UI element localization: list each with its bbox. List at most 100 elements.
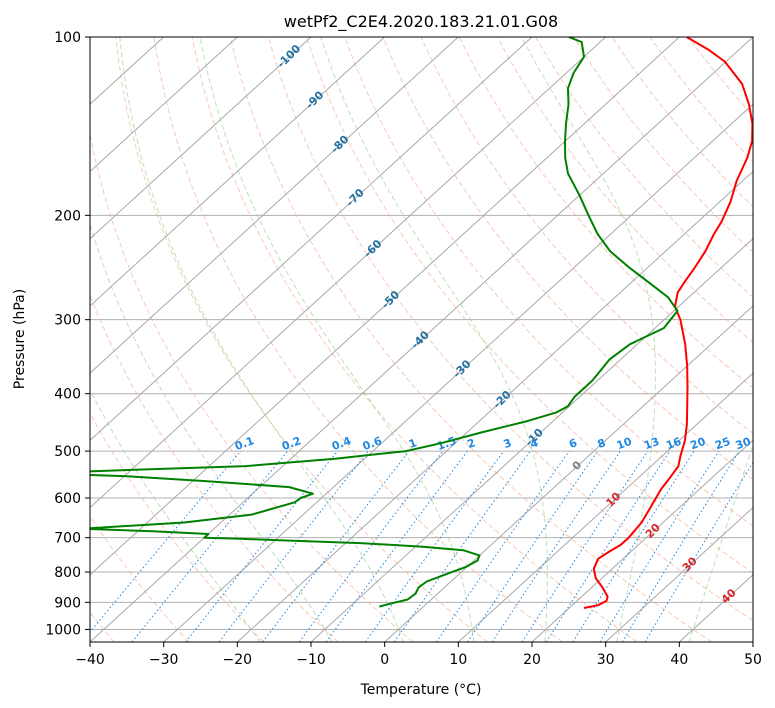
moist-adiabat — [119, 37, 404, 642]
moist-adiabat — [199, 37, 475, 642]
mixing-ratio-line — [521, 450, 649, 642]
isotherm-line — [90, 37, 238, 173]
mixing-ratio-line — [364, 450, 505, 642]
moist-adiabat — [320, 37, 548, 642]
mixing-ratio-line — [262, 450, 410, 642]
dry-adiabat — [458, 37, 753, 389]
mixing-ratio-label: 2 — [466, 436, 478, 451]
isotherm-line — [90, 37, 680, 576]
plot-frame — [89, 36, 754, 643]
dry-adiabat — [90, 515, 190, 642]
sounding-profiles — [90, 37, 753, 609]
dry-adiabat — [344, 37, 753, 527]
y-axis-label: Pressure (hPa) — [12, 289, 28, 389]
dry-adiabat — [90, 293, 339, 642]
dry-adiabat — [496, 37, 753, 344]
isotherm-line — [90, 37, 386, 307]
x-tick-label: −10 — [296, 652, 326, 668]
y-tick-label: 1000 — [45, 622, 81, 638]
pressure-gridlines — [90, 37, 753, 630]
y-tick-label: 900 — [54, 595, 81, 611]
mixing-ratio-label: 10 — [615, 435, 634, 453]
dry-adiabat — [268, 37, 753, 622]
dewpoint-profile-line — [90, 37, 679, 608]
y-tick-label: 800 — [54, 565, 81, 581]
y-tick-label: 100 — [54, 30, 81, 46]
x-tick-label: 50 — [744, 652, 762, 668]
isotherm-line — [90, 37, 312, 240]
mixing-ratio-label: 8 — [596, 436, 608, 451]
mixing-ratio-label: 3 — [502, 436, 514, 451]
mixing-ratio-line — [393, 450, 531, 642]
mixing-ratio-label: 1.5 — [435, 434, 458, 453]
mixing-ratio-line — [572, 450, 695, 642]
moist-adiabat — [90, 388, 261, 642]
isotherm-line — [384, 305, 753, 642]
isotherms — [90, 37, 753, 642]
x-tick-label: −20 — [223, 652, 253, 668]
isotherm-line — [163, 103, 753, 642]
isotherm-line — [531, 439, 753, 642]
mixing-ratio-label: 30 — [734, 435, 753, 453]
moist-adiabat — [688, 442, 753, 642]
dry-adiabat — [535, 37, 753, 298]
moist-adiabat — [90, 222, 333, 642]
mixing-ratio-lines — [90, 450, 753, 642]
isotherm-line — [90, 37, 459, 374]
mixing-ratio-line — [435, 450, 570, 642]
temperature-profile-line — [583, 37, 753, 609]
mixing-ratio-label: 0.6 — [361, 434, 384, 453]
mixing-ratio-line — [185, 450, 338, 642]
mixing-ratio-label: 0.2 — [280, 434, 303, 453]
dry-adiabat — [229, 37, 712, 642]
mixing-ratio-label: 4 — [528, 436, 540, 451]
dry-adiabat — [191, 37, 638, 642]
x-axis-label: Temperature (°C) — [360, 682, 482, 698]
mixing-ratio-line — [90, 450, 242, 633]
mixing-ratio-label: 25 — [713, 435, 732, 452]
x-tick-label: −30 — [149, 652, 179, 668]
mixing-ratio-line — [467, 450, 599, 642]
isotherm-line — [457, 372, 753, 642]
x-tick-label: 0 — [380, 652, 389, 668]
mixing-ratio-line — [325, 450, 468, 642]
isotherm-line — [236, 170, 753, 642]
y-tick-label: 300 — [54, 313, 81, 329]
mixing-ratio-label: 13 — [642, 435, 661, 452]
dry-adiabat — [611, 37, 753, 208]
y-tick-label: 400 — [54, 387, 81, 403]
dry-adiabat — [115, 37, 488, 642]
y-tick-label: 700 — [54, 531, 81, 547]
isotherm-line — [605, 506, 753, 642]
dry-adiabat — [382, 37, 753, 481]
y-axis: 100 200 300 400 500 600 700 800 900 1000 — [45, 30, 90, 638]
x-tick-label: 10 — [449, 652, 467, 668]
mixing-ratio-label: 0.1 — [233, 434, 256, 453]
x-tick-label: 20 — [523, 652, 541, 668]
mixing-ratio-line — [131, 450, 288, 642]
mixing-ratio-line — [298, 450, 444, 642]
mixing-ratio-label: 0.4 — [330, 434, 353, 453]
x-axis: −40 −30 −20 −10 0 10 20 30 40 50 — [75, 642, 762, 668]
isotherm-line — [310, 237, 753, 642]
dry-adiabat — [649, 37, 753, 163]
mixing-ratio-label: 16 — [664, 435, 683, 453]
mixing-ratio-label: 6 — [567, 436, 579, 451]
y-tick-label: 200 — [54, 208, 81, 224]
plot-area: -100-90-80-70-60-50-40-30-20-10010203040… — [90, 37, 753, 642]
x-tick-label: 40 — [670, 652, 688, 668]
dry-adiabat — [306, 37, 753, 574]
y-tick-label: 500 — [54, 444, 81, 460]
x-tick-label: 30 — [597, 652, 615, 668]
y-tick-label: 600 — [54, 491, 81, 507]
mixing-ratio-line — [621, 450, 740, 642]
isotherm-line — [90, 37, 533, 442]
isotherm-line — [90, 37, 753, 642]
mixing-ratio-label: 20 — [689, 435, 708, 453]
mixing-ratio-label: 1 — [407, 436, 419, 451]
isotherm-line — [90, 37, 607, 509]
mixing-ratio-line — [491, 450, 621, 642]
chart-title: wetPf2_C2E4.2020.183.21.01.G08 — [284, 12, 558, 32]
x-tick-label: −40 — [75, 652, 105, 668]
